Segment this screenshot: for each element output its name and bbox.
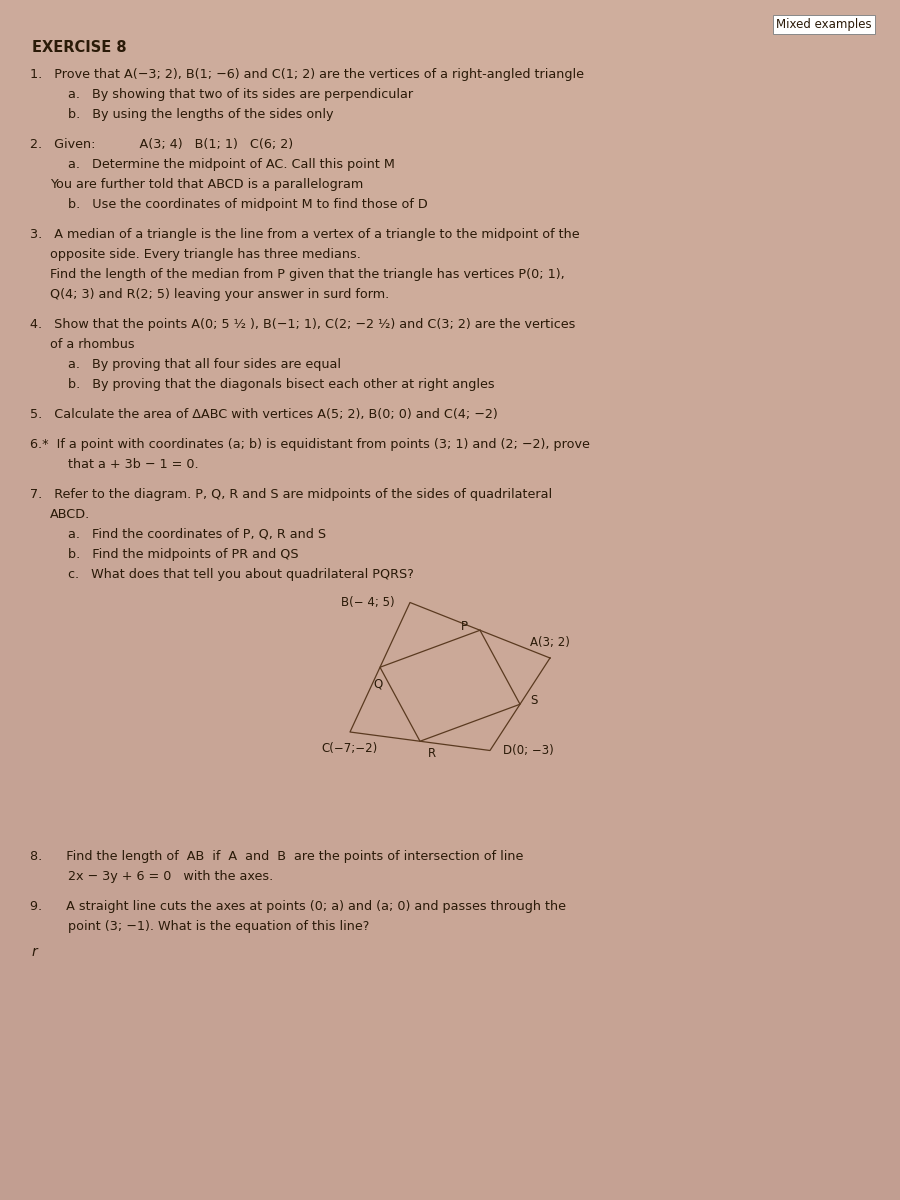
Text: EXERCISE 8: EXERCISE 8 xyxy=(32,40,127,55)
Text: Mixed examples: Mixed examples xyxy=(777,18,872,31)
Text: 2.   Given:           A(3; 4)   B(1; 1)   C(6; 2): 2. Given: A(3; 4) B(1; 1) C(6; 2) xyxy=(30,138,293,151)
Text: S: S xyxy=(530,694,537,707)
Text: C(−7;−2): C(−7;−2) xyxy=(322,742,378,755)
Text: P: P xyxy=(461,619,468,632)
Text: 6.*  If a point with coordinates (a; b) is equidistant from points (3; 1) and (2: 6.* If a point with coordinates (a; b) i… xyxy=(30,438,590,451)
Text: a.   By proving that all four sides are equal: a. By proving that all four sides are eq… xyxy=(68,358,341,371)
Text: b.   By proving that the diagonals bisect each other at right angles: b. By proving that the diagonals bisect … xyxy=(68,378,495,391)
Text: c.   What does that tell you about quadrilateral PQRS?: c. What does that tell you about quadril… xyxy=(68,568,414,581)
Text: a.   Find the coordinates of P, Q, R and S: a. Find the coordinates of P, Q, R and S xyxy=(68,528,326,541)
Text: 3.   A median of a triangle is the line from a vertex of a triangle to the midpo: 3. A median of a triangle is the line fr… xyxy=(30,228,580,241)
Text: b.   By using the lengths of the sides only: b. By using the lengths of the sides onl… xyxy=(68,108,334,121)
Text: b.   Use the coordinates of midpoint M to find those of D: b. Use the coordinates of midpoint M to … xyxy=(68,198,427,211)
Text: You are further told that ABCD is a parallelogram: You are further told that ABCD is a para… xyxy=(50,178,364,191)
Text: 8.      Find the length of  AB  if  A  and  B  are the points of intersection of: 8. Find the length of AB if A and B are … xyxy=(30,850,524,863)
Text: B(− 4; 5): B(− 4; 5) xyxy=(341,596,395,608)
Text: 2x − 3y + 6 = 0   with the axes.: 2x − 3y + 6 = 0 with the axes. xyxy=(68,870,274,883)
Text: 7.   Refer to the diagram. P, Q, R and S are midpoints of the sides of quadrilat: 7. Refer to the diagram. P, Q, R and S a… xyxy=(30,488,552,500)
Text: of a rhombus: of a rhombus xyxy=(50,338,135,350)
Text: 5.   Calculate the area of ΔABC with vertices A(5; 2), B(0; 0) and C(4; −2): 5. Calculate the area of ΔABC with verti… xyxy=(30,408,498,421)
Text: point (3; −1). What is the equation of this line?: point (3; −1). What is the equation of t… xyxy=(68,920,369,934)
Text: Find the length of the median from P given that the triangle has vertices P(0; 1: Find the length of the median from P giv… xyxy=(50,268,565,281)
Text: A(3; 2): A(3; 2) xyxy=(530,636,570,649)
Text: D(0; −3): D(0; −3) xyxy=(503,744,554,757)
Text: opposite side. Every triangle has three medians.: opposite side. Every triangle has three … xyxy=(50,248,361,260)
Text: ABCD.: ABCD. xyxy=(50,508,90,521)
Text: a.   Determine the midpoint of AC. Call this point M: a. Determine the midpoint of AC. Call th… xyxy=(68,158,395,170)
Text: Q: Q xyxy=(374,677,382,690)
Text: R: R xyxy=(428,748,436,761)
Text: a.   By showing that two of its sides are perpendicular: a. By showing that two of its sides are … xyxy=(68,88,413,101)
Text: that a + 3b − 1 = 0.: that a + 3b − 1 = 0. xyxy=(68,458,199,470)
Text: 1.   Prove that A(−3; 2), B(1; −6) and C(1; 2) are the vertices of a right-angle: 1. Prove that A(−3; 2), B(1; −6) and C(1… xyxy=(30,68,584,80)
Text: 9.      A straight line cuts the axes at points (0; a) and (a; 0) and passes thr: 9. A straight line cuts the axes at poin… xyxy=(30,900,566,913)
Text: 4.   Show that the points A(0; 5 ½ ), B(−1; 1), C(2; −2 ½) and C(3; 2) are the v: 4. Show that the points A(0; 5 ½ ), B(−1… xyxy=(30,318,575,331)
Text: r: r xyxy=(32,946,38,959)
Text: b.   Find the midpoints of PR and QS: b. Find the midpoints of PR and QS xyxy=(68,548,299,560)
Text: Q(4; 3) and R(2; 5) leaving your answer in surd form.: Q(4; 3) and R(2; 5) leaving your answer … xyxy=(50,288,389,301)
